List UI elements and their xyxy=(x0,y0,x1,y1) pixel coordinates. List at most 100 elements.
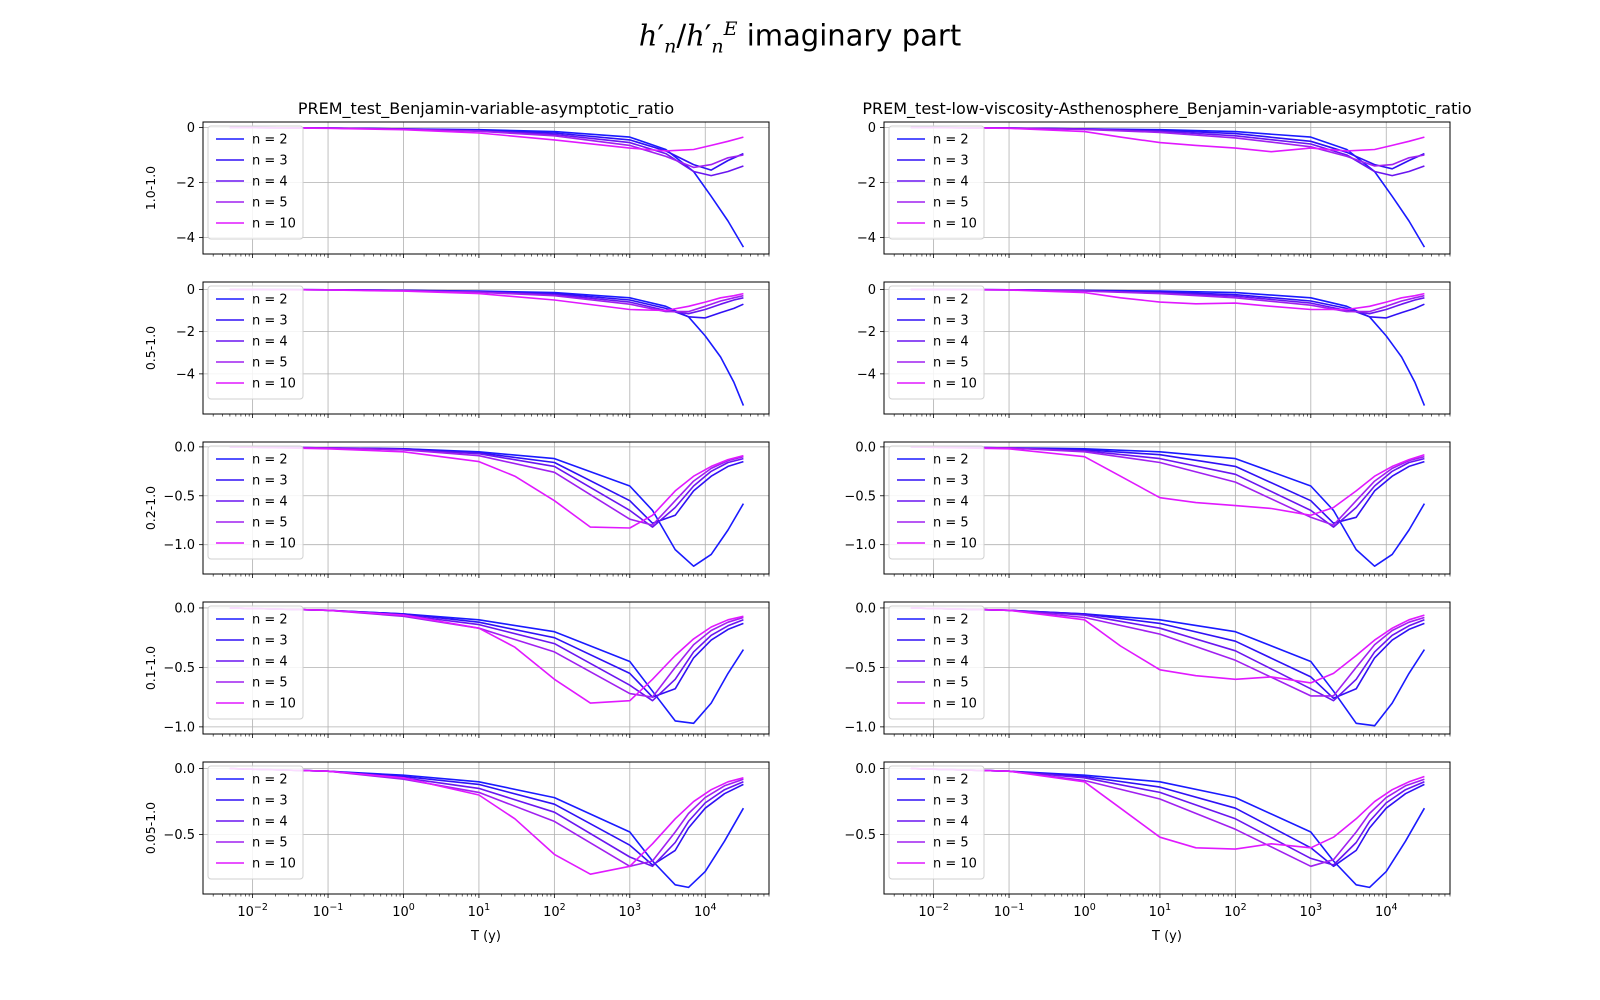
chart-0-1-series-group xyxy=(229,288,745,406)
chart-1-3-series-line-2 xyxy=(910,607,1425,702)
chart-0-3-series-line-4 xyxy=(229,607,744,704)
chart-0-0-ytick-label-1: −2 xyxy=(176,176,195,191)
chart-1-4-xlabel: T (y) xyxy=(1151,929,1182,944)
chart-0-0-ylabel: 1.0-1.0 xyxy=(143,166,158,210)
chart-1-1-legend: n = 2 n = 3 n = 4 n = 5 n = 10 xyxy=(888,285,985,400)
chart-1-4-series-line-3 xyxy=(910,767,1425,868)
chart-0-4-series-line-0 xyxy=(229,767,745,889)
chart-1-1-legend-label-0: n = 2 xyxy=(933,293,969,308)
suptitle-slash: / xyxy=(676,18,687,53)
chart-0-0: 0 −2 −4 n = 2 n = 3 n = 4 n = 5 n = 10 1.0-1.0 PR… xyxy=(143,99,770,258)
chart-1-4: 0.0 −0.5 n = 2 n = 3 n = 4 n = 5 n = 10 10−2 10−… xyxy=(844,761,1451,944)
chart-1-0-legend-label-0: n = 2 xyxy=(933,133,969,148)
chart-0-2-series-line-4 xyxy=(229,446,744,529)
chart-1-0-legend-box xyxy=(888,125,985,240)
chart-1-3-series-group xyxy=(910,607,1426,727)
chart-1-1-frame xyxy=(883,281,1451,415)
chart-0-1-frame xyxy=(202,281,770,415)
chart-1-0-legend-label-3: n = 5 xyxy=(933,196,969,211)
chart-0-3-legend-label-4: n = 10 xyxy=(252,697,296,712)
chart-1-2: 0.0 −0.5 −1.0 n = 2 n = 3 n = 4 n = 5 n = 10 xyxy=(844,440,1451,578)
suptitle-sub: n xyxy=(664,35,677,58)
chart-1-0-ytick-label-1: −2 xyxy=(857,176,876,191)
chart-0-2: 0.0 −0.5 −1.0 n = 2 n = 3 n = 4 n = 5 n = 10 0.2… xyxy=(143,440,770,578)
chart-0-3-legend-label-2: n = 4 xyxy=(252,655,288,670)
chart-0-4-xlabel: T (y) xyxy=(470,929,501,944)
chart-1-1-legend-label-3: n = 5 xyxy=(933,356,969,371)
chart-0-4-legend-box xyxy=(207,765,304,880)
chart-0-2-ytick-label-2: −1.0 xyxy=(163,538,195,553)
chart-1-1-series-group xyxy=(910,288,1426,406)
chart-0-4-legend-label-4: n = 10 xyxy=(252,857,296,872)
chart-0-2-legend-label-1: n = 3 xyxy=(252,474,288,489)
chart-0-1-ytick-label-1: −2 xyxy=(176,325,195,340)
chart-0-3-legend-label-1: n = 3 xyxy=(252,634,288,649)
chart-1-1-legend-box xyxy=(888,285,985,400)
chart-1-0-legend: n = 2 n = 3 n = 4 n = 5 n = 10 xyxy=(888,125,985,240)
figure-suptitle: h′n/h′nE imaginary part xyxy=(0,18,1600,57)
chart-0-2-series-line-1 xyxy=(229,446,744,525)
chart-1-2-legend-label-2: n = 4 xyxy=(933,495,969,510)
chart-0-3-ytick-label-2: −1.0 xyxy=(163,720,195,735)
chart-0-0-frame xyxy=(202,121,770,255)
chart-1-4-xtick-label-3: 101 xyxy=(1149,902,1172,920)
chart-1-3-series-line-3 xyxy=(910,607,1425,697)
chart-0-3-series-group xyxy=(229,607,745,725)
chart-0-4-legend-label-1: n = 3 xyxy=(252,794,288,809)
chart-1-2-legend-label-0: n = 2 xyxy=(933,453,969,468)
chart-1-1-legend-label-1: n = 3 xyxy=(933,314,969,329)
chart-1-4-xtick-label-0: 10−2 xyxy=(918,902,949,920)
suptitle-h2: h xyxy=(686,18,705,53)
chart-0-4-ylabel: 0.05-1.0 xyxy=(143,802,158,854)
chart-1-1-ytick-label-0: 0 xyxy=(868,283,876,298)
chart-1-3-legend-box xyxy=(888,605,985,720)
chart-1-2-series-group xyxy=(910,446,1426,568)
chart-1-2-ytick-label-1: −0.5 xyxy=(844,489,876,504)
chart-0-4-xtick-label-6: 104 xyxy=(694,902,717,920)
chart-0-1-ytick-label-2: −4 xyxy=(176,367,195,382)
chart-0-1-legend-label-4: n = 10 xyxy=(252,377,296,392)
chart-1-0-title: PREM_test-low-viscosity-Asthenosphere_Be… xyxy=(862,99,1471,119)
chart-1-1-legend-label-2: n = 4 xyxy=(933,335,969,350)
chart-1-1-ytick-label-1: −2 xyxy=(857,325,876,340)
chart-0-3-legend-label-3: n = 5 xyxy=(252,676,288,691)
chart-0-2-legend-box xyxy=(207,445,304,560)
chart-1-3: 0.0 −0.5 −1.0 n = 2 n = 3 n = 4 n = 5 n = 10 xyxy=(844,601,1451,738)
chart-1-0-ytick-label-2: −4 xyxy=(857,231,876,246)
chart-1-2-legend-box xyxy=(888,445,985,560)
chart-1-3-legend: n = 2 n = 3 n = 4 n = 5 n = 10 xyxy=(888,605,985,720)
chart-1-3-legend-label-4: n = 10 xyxy=(933,697,977,712)
chart-1-3-ytick-label-1: −0.5 xyxy=(844,661,876,676)
chart-0-0-legend-box xyxy=(207,125,304,240)
chart-1-4-xtick-label-5: 103 xyxy=(1300,902,1323,920)
chart-0-2-frame xyxy=(202,441,770,575)
suptitle-prime2: ′ xyxy=(704,18,712,53)
chart-0-4-ytick-label-0: 0.0 xyxy=(174,762,195,777)
chart-0-3-legend-box xyxy=(207,605,304,720)
chart-0-0-title: PREM_test_Benjamin-variable-asymptotic_r… xyxy=(298,99,674,119)
suptitle-sub2: n xyxy=(711,35,724,58)
chart-0-1-legend-label-0: n = 2 xyxy=(252,293,288,308)
chart-1-4-legend-label-0: n = 2 xyxy=(933,773,969,788)
chart-1-1-legend-label-4: n = 10 xyxy=(933,377,977,392)
chart-0-4-series-group xyxy=(229,767,745,889)
chart-1-4-xtick-label-4: 102 xyxy=(1224,902,1247,920)
chart-1-1-ytick-label-2: −4 xyxy=(857,367,876,382)
chart-1-3-ytick-label-0: 0.0 xyxy=(855,601,876,616)
chart-1-4-xtick-label-6: 104 xyxy=(1375,902,1398,920)
suptitle-text: imaginary part xyxy=(746,18,962,53)
chart-1-1: 0 −2 −4 n = 2 n = 3 n = 4 n = 5 n = 10 xyxy=(857,281,1451,418)
chart-0-4-series-line-4 xyxy=(229,767,744,876)
chart-0-1-series-line-4 xyxy=(229,288,744,312)
suptitle-sup: E xyxy=(723,18,738,40)
chart-1-2-legend-label-3: n = 5 xyxy=(933,516,969,531)
chart-0-1-legend: n = 2 n = 3 n = 4 n = 5 n = 10 xyxy=(207,285,304,400)
chart-0-2-legend-label-0: n = 2 xyxy=(252,453,288,468)
chart-1-4-legend-label-1: n = 3 xyxy=(933,794,969,809)
chart-1-0-legend-label-2: n = 4 xyxy=(933,175,969,190)
chart-0-4-xtick-label-3: 101 xyxy=(468,902,491,920)
chart-0-1-legend-box xyxy=(207,285,304,400)
chart-1-4-legend-label-2: n = 4 xyxy=(933,815,969,830)
suptitle-h: h xyxy=(638,18,658,53)
